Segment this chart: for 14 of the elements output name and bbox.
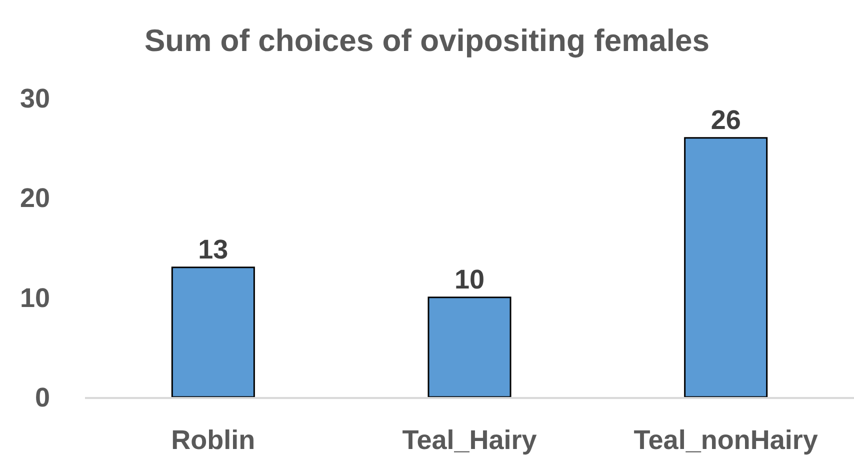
y-tick-label: 20 [20,183,50,214]
x-tick-label: Teal_Hairy [402,425,537,456]
chart-title: Sum of choices of ovipositing females [144,22,710,58]
x-tick-label: Teal_nonHairy [634,425,818,456]
x-tick-label: Roblin [171,425,256,456]
bar [171,266,255,397]
y-tick-label: 10 [20,282,50,313]
y-tick-label: 0 [34,382,50,412]
y-tick-label: 30 [20,83,50,114]
bar [684,137,768,397]
bar [428,296,512,397]
data-label: 26 [710,104,741,135]
data-label: 10 [454,264,485,294]
data-label: 13 [198,234,228,264]
